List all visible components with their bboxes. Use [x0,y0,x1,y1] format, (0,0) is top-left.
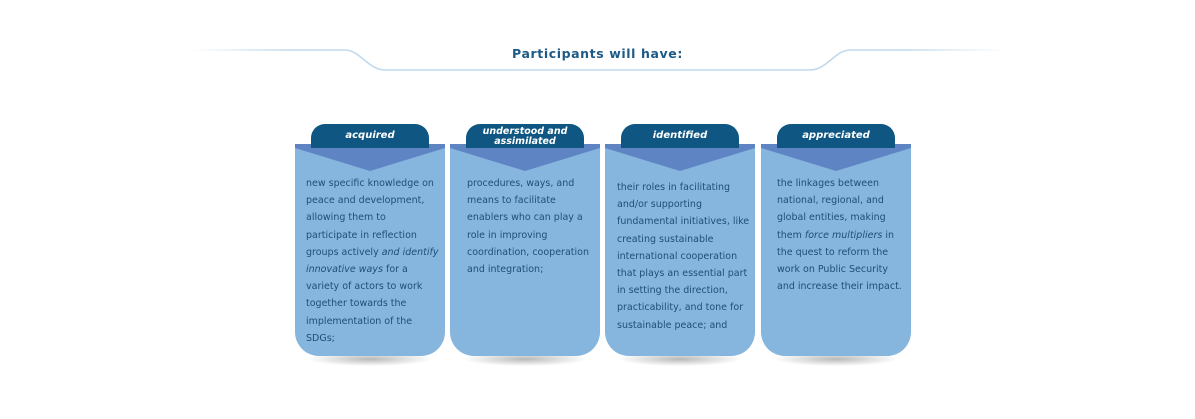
card-body [295,144,445,356]
card-description: their roles in facilitating and/or suppo… [617,182,750,331]
chevron-down-icon [761,144,911,171]
card-acquired: acquired new specific knowledge on peace… [295,124,445,369]
card-tab-label: appreciated [777,124,895,148]
card-description: new specific knowledge on peace and deve… [306,178,439,344]
section-title: Participants will have: [512,46,683,61]
card-description: the linkages between national, regional,… [777,178,902,293]
card-understood-and-assimilated: understood and assimilated procedures, w… [450,124,600,369]
card-description: procedures, ways, and means to facilitat… [467,178,589,276]
chevron-down-icon [295,144,445,171]
header-divider [190,49,1005,71]
chevron-down-icon [605,144,755,171]
card-identified: identified their roles in facilitating a… [605,124,755,369]
card-tab-label: understood and assimilated [466,124,584,148]
card-tab-label: identified [621,124,739,148]
card-appreciated: appreciated the linkages between nationa… [761,124,911,369]
card-tab-label: acquired [311,124,429,148]
chevron-down-icon [450,144,600,171]
card-body [605,144,755,356]
card-body [761,144,911,356]
card-body [450,144,600,356]
